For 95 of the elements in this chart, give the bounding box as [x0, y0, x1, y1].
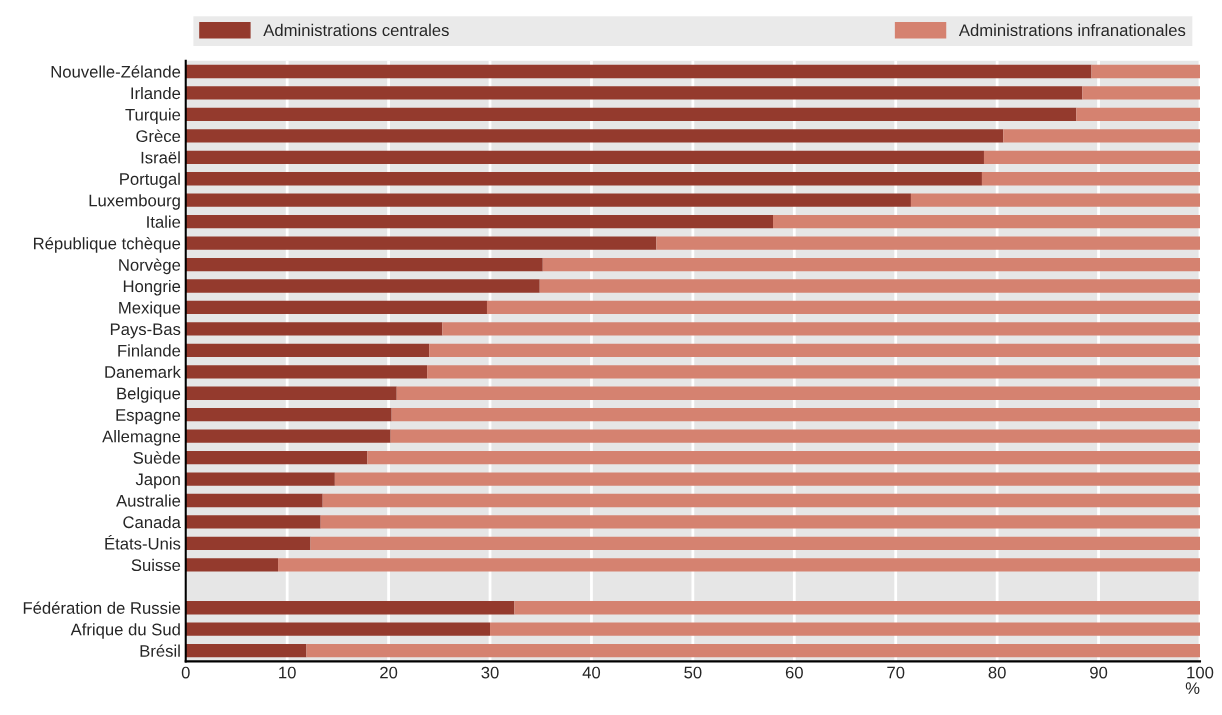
- bar: [322, 493, 1200, 508]
- y-tick-label: Finlande: [118, 344, 181, 357]
- y-tick-label: Mexique: [119, 301, 181, 317]
- bar: [185, 215, 773, 229]
- y-tick-label: Fédération de Russie: [23, 601, 181, 614]
- y-tick-label: Italie: [147, 215, 181, 228]
- legend-label: Administrations infranationales: [958, 23, 1186, 37]
- bar: [910, 193, 1200, 207]
- bar: [185, 172, 982, 186]
- y-tick-label: Canada: [123, 515, 181, 529]
- bar: [185, 408, 392, 422]
- bar: [185, 601, 515, 615]
- bar: [185, 472, 335, 486]
- bar: [185, 129, 1004, 143]
- x-tick-label: 100: [1187, 666, 1214, 679]
- x-tick-label: 90: [1090, 666, 1108, 679]
- y-tick-label: Grèce: [136, 129, 181, 143]
- y-tick-label: République tchèque: [33, 236, 181, 253]
- bar: [185, 644, 307, 658]
- bar: [1003, 129, 1200, 143]
- y-tick-label: Pays-Bas: [110, 323, 181, 339]
- bar: [442, 322, 1200, 336]
- x-tick-label: 70: [887, 666, 905, 679]
- x-tick-label: 60: [785, 666, 803, 679]
- bar: [185, 429, 391, 443]
- bar: [542, 257, 1200, 272]
- bar: [396, 386, 1200, 400]
- bar: [185, 515, 321, 529]
- y-tick-label: Luxembourg: [89, 194, 180, 210]
- bar: [185, 343, 430, 357]
- x-tick-label: 80: [988, 666, 1006, 679]
- y-tick-label: Suisse: [131, 558, 181, 572]
- x-tick-label: 20: [380, 666, 398, 679]
- x-tick-label: 0: [181, 666, 190, 679]
- bar: [486, 300, 1200, 315]
- bar: [185, 300, 487, 315]
- bar: [773, 215, 1200, 229]
- bar: [185, 150, 984, 164]
- y-tick-label: Irlande: [131, 86, 181, 100]
- y-tick-label: Israël: [141, 151, 180, 164]
- bar: [185, 365, 428, 379]
- y-tick-label: Brésil: [140, 644, 180, 657]
- y-tick-label: Turquie: [125, 108, 181, 124]
- bar: [539, 279, 1200, 293]
- bar: [320, 515, 1200, 529]
- bar: [334, 472, 1200, 486]
- bar: [185, 622, 491, 636]
- y-tick-label: Norvège: [119, 258, 181, 275]
- bar: [185, 257, 543, 272]
- bar: [1091, 64, 1200, 79]
- y-tick-label: Portugal: [120, 172, 180, 189]
- x-tick-label: 50: [684, 666, 702, 679]
- y-tick-label: Suède: [133, 451, 181, 464]
- bar: [391, 408, 1200, 422]
- bar: [185, 107, 1077, 122]
- y-tick-label: Japon: [135, 473, 180, 489]
- x-tick-label: 40: [582, 666, 601, 679]
- bar: [185, 450, 368, 465]
- bar: [656, 236, 1200, 250]
- bar: [514, 601, 1200, 615]
- x-axis-title: %: [1185, 682, 1200, 694]
- y-tick-label: Hongrie: [123, 279, 181, 296]
- bar: [981, 172, 1200, 186]
- y-tick-label: Afrique du Sud: [70, 623, 180, 639]
- y-tick-label: Belgique: [117, 387, 181, 403]
- bar: [185, 536, 311, 551]
- bar: [278, 558, 1200, 572]
- bar: [390, 429, 1200, 443]
- legend-label: Administrations centrales: [263, 23, 449, 37]
- bar: [185, 86, 1083, 100]
- bar: [983, 150, 1200, 164]
- y-tick-label: Danemark: [105, 365, 181, 378]
- bar: [429, 343, 1200, 357]
- x-tick-label: 30: [481, 666, 499, 679]
- bar: [185, 236, 657, 250]
- x-tick-label: 10: [279, 666, 296, 679]
- bar: [185, 558, 279, 572]
- bar: [185, 279, 540, 293]
- bar: [490, 622, 1200, 636]
- bar: [185, 193, 911, 207]
- bar: [1082, 86, 1200, 100]
- bar: [1076, 107, 1200, 122]
- bar: [367, 450, 1200, 465]
- bar: [306, 644, 1200, 658]
- y-tick-label: États-Unis: [105, 534, 181, 550]
- bar: [185, 322, 443, 336]
- bar: [185, 64, 1092, 79]
- y-tick-label: Nouvelle-Zélande: [51, 65, 181, 78]
- y-tick-label: Allemagne: [102, 430, 181, 446]
- bar: [185, 493, 323, 508]
- bar: [310, 536, 1200, 551]
- bar: [427, 365, 1200, 379]
- y-tick-label: Australie: [116, 494, 181, 507]
- bar: [185, 386, 397, 400]
- y-tick-label: Espagne: [116, 409, 181, 425]
